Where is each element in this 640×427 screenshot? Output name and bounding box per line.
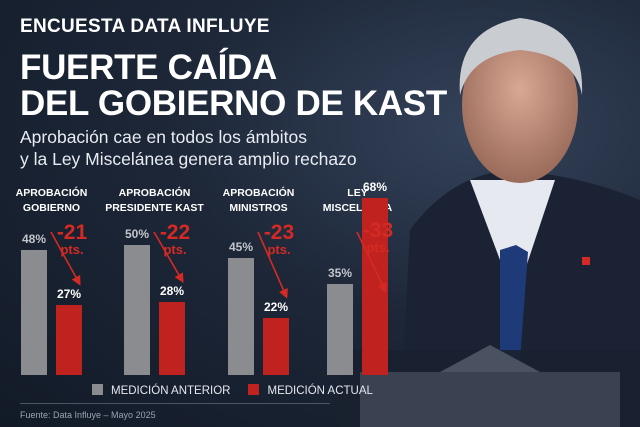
legend-item-anterior: MEDICIÓN ANTERIOR <box>92 384 230 397</box>
category-label: APROBACIÓN GOBIERNO <box>0 186 107 216</box>
delta-label: -33 pts. <box>358 219 398 256</box>
delta-value: -22 <box>159 221 191 244</box>
category-label-line: APROBACIÓN <box>15 187 88 199</box>
delta-label: -21 pts. <box>52 221 92 258</box>
bar-value-label: 68% <box>362 180 388 195</box>
legend-item-actual: MEDICIÓN ACTUAL <box>248 384 373 397</box>
bar-value-label: 48% <box>21 232 47 247</box>
category-label: APROBACIÓN MINISTROS <box>204 186 314 216</box>
bar-anterior <box>21 250 47 375</box>
legend-label: MEDICIÓN ACTUAL <box>267 385 373 397</box>
subtitle: Aprobación cae en todos los ámbitos y la… <box>20 126 357 170</box>
subtitle-line: y la Ley Miscelánea genera amplio rechaz… <box>20 149 357 169</box>
source-note: Fuente: Data Influye – Mayo 2025 <box>20 410 156 420</box>
category-label-line: APROBACIÓN <box>118 187 191 199</box>
subtitle-line: Aprobación cae en todos los ámbitos <box>20 127 307 147</box>
bar-value-label: 35% <box>327 266 353 280</box>
bar-value-label: 28% <box>159 284 185 299</box>
category-label-line: MISCELÁNEA <box>322 202 393 214</box>
divider <box>20 403 330 404</box>
legend-label: MEDICIÓN ANTERIOR <box>111 385 231 397</box>
bar-value-label: 27% <box>56 286 82 301</box>
title-line: FUERTE CAÍDA <box>20 48 277 87</box>
bar-value-label: 50% <box>124 227 150 241</box>
bar-actual <box>159 302 185 375</box>
category-label-line: APROBACIÓN <box>222 187 295 199</box>
bar-anterior <box>327 284 353 375</box>
bar-actual <box>56 304 82 375</box>
delta-value: -23 <box>263 221 295 244</box>
kicker: ENCUESTA DATA INFLUYE <box>20 16 270 37</box>
delta-value: -21 <box>56 221 88 244</box>
delta-label: -23 pts. <box>259 221 299 258</box>
bar-value-label: 22% <box>263 299 289 314</box>
category-label-line: GOBIERNO <box>22 202 81 214</box>
legend-swatch <box>92 384 103 395</box>
legend-swatch <box>248 384 260 395</box>
delta-label: -22 pts. <box>155 221 195 258</box>
delta-value: -33 <box>362 219 394 242</box>
president-photo <box>340 18 640 427</box>
bar-anterior <box>228 258 254 375</box>
category-label-line: LEY <box>347 187 368 199</box>
category-label: APROBACIÓN PRESIDENTE KAST <box>100 186 210 216</box>
category-label-line: PRESIDENTE KAST <box>105 202 204 214</box>
title-line: DEL GOBIERNO DE KAST <box>20 84 448 123</box>
category-label-line: MINISTROS <box>229 202 288 214</box>
bar-anterior <box>124 245 150 375</box>
legend: MEDICIÓN ANTERIOR MEDICIÓN ACTUAL <box>92 384 373 397</box>
page-title: FUERTE CAÍDA DEL GOBIERNO DE KAST <box>20 50 447 122</box>
bar-value-label: 45% <box>228 240 254 254</box>
bar-actual <box>263 317 289 375</box>
